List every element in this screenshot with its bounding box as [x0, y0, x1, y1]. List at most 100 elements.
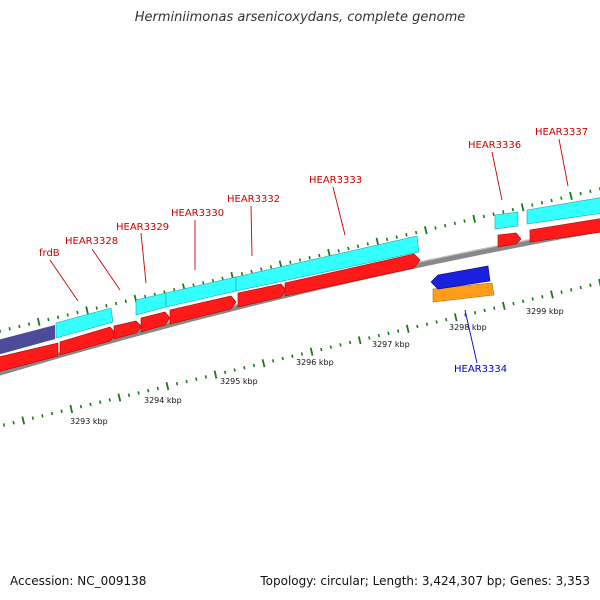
- lower-track-major-tick: [21, 416, 26, 425]
- upper-track-major-tick: [85, 306, 89, 315]
- upper-track-minor-tick: [337, 249, 340, 253]
- lower-track-minor-tick: [387, 331, 390, 336]
- cds-track: [0, 218, 600, 372]
- upper-track-major-tick: [472, 214, 476, 223]
- lower-track-minor-tick: [493, 306, 496, 310]
- gene-label-hear3330: HEAR3330: [171, 208, 224, 219]
- lower-track-minor-tick: [127, 393, 131, 397]
- genome-backbone: [0, 227, 600, 376]
- lower-track-minor-tick: [445, 317, 448, 322]
- cds-hear3336: [497, 232, 522, 248]
- lower-track-minor-tick: [397, 329, 400, 333]
- kbp-label-3297: 3297 kbp: [372, 340, 410, 349]
- feature-hear3337: [526, 197, 600, 225]
- leader-hear3334: [464, 309, 478, 364]
- lower-track-major-tick: [454, 313, 458, 322]
- upper-track-minor-tick: [502, 210, 505, 214]
- feature-hear3334: [432, 282, 495, 303]
- lower-track-minor-tick: [589, 283, 592, 287]
- upper-track-minor-tick: [250, 269, 253, 274]
- gene-label-hear3336: HEAR3336: [468, 140, 521, 151]
- lower-track-minor-tick: [108, 398, 111, 402]
- lower-track-minor-tick: [99, 400, 102, 404]
- upper-track-minor-tick: [531, 203, 534, 207]
- upper-track-minor-tick: [66, 313, 69, 317]
- upper-track-major-tick: [36, 317, 41, 326]
- gene-labels: frdB HEAR3328 HEAR3329 HEAR3330 HEAR3332…: [39, 127, 588, 375]
- upper-track-minor-tick: [240, 272, 244, 276]
- upper-track-minor-tick: [47, 317, 50, 322]
- upper-track-minor-tick: [550, 198, 553, 203]
- lower-track-minor-tick: [348, 340, 352, 345]
- upper-track-minor-tick: [202, 281, 205, 285]
- gene-label-hear3333: HEAR3333: [309, 175, 362, 186]
- lower-track-minor-tick: [521, 299, 525, 304]
- lower-track-minor-tick: [464, 313, 467, 317]
- upper-track-minor-tick: [192, 283, 195, 287]
- lower-track-minor-tick: [435, 320, 438, 324]
- lower-track-minor-tick: [147, 388, 150, 393]
- lower-track-minor-tick: [272, 359, 275, 363]
- lower-track-major-tick: [550, 290, 554, 299]
- upper-track-minor-tick: [318, 253, 321, 258]
- lower-track-minor-tick: [329, 345, 332, 349]
- lower-track-minor-tick: [320, 347, 323, 352]
- lower-track-minor-tick: [175, 382, 179, 386]
- upper-track-minor-tick: [105, 304, 108, 308]
- lower-track-minor-tick: [137, 391, 140, 395]
- upper-track-minor-tick: [395, 235, 398, 239]
- gene-label-hear3337: HEAR3337: [535, 127, 588, 138]
- upper-track-minor-tick: [221, 276, 224, 281]
- lower-track-minor-tick: [204, 375, 207, 379]
- upper-track-minor-tick: [269, 265, 273, 269]
- leader-hear3333: [332, 186, 346, 236]
- lower-track-minor-tick: [377, 333, 381, 338]
- cds-hear3332: [237, 283, 287, 308]
- gene-label-hear3328: HEAR3328: [65, 236, 118, 247]
- upper-track-minor-tick: [579, 191, 582, 196]
- cds-hear3337: [529, 218, 600, 243]
- leader-hear3336: [491, 151, 503, 201]
- upper-track-minor-tick: [463, 219, 466, 223]
- upper-tick-track: [0, 187, 600, 333]
- upper-track-minor-tick: [27, 322, 31, 326]
- lower-track-minor-tick: [579, 285, 582, 290]
- leader-hear3337: [558, 138, 569, 187]
- lower-tick-track: [2, 278, 600, 427]
- gene-label-frdb: frdB: [39, 248, 60, 259]
- upper-track-minor-tick: [560, 196, 563, 200]
- upper-track-minor-tick: [589, 189, 592, 193]
- leader-hear3329: [140, 232, 147, 284]
- kbp-label-3293: 3293 kbp: [70, 417, 108, 426]
- genome-summary-text: Topology: circular; Length: 3,424,307 bp…: [260, 574, 590, 588]
- lower-track-minor-tick: [243, 366, 246, 370]
- lower-track-minor-tick: [233, 368, 236, 372]
- lower-track-minor-tick: [12, 421, 15, 425]
- gene-leader-lines: [49, 138, 569, 364]
- feature-frdb: [55, 307, 114, 339]
- lower-track-minor-tick: [281, 356, 284, 361]
- upper-track-minor-tick: [95, 306, 98, 310]
- lower-track-minor-tick: [483, 308, 486, 313]
- cds-hear3329: [140, 311, 171, 333]
- kbp-label-3294: 3294 kbp: [144, 396, 182, 405]
- lower-track-minor-tick: [60, 409, 63, 413]
- lower-track-major-tick: [261, 359, 266, 368]
- leader-frdb: [49, 259, 79, 302]
- upper-track-minor-tick: [415, 230, 418, 235]
- lower-track-minor-tick: [512, 301, 515, 306]
- upper-track-major-tick: [520, 203, 525, 212]
- lower-track-minor-tick: [185, 379, 188, 384]
- upper-track-minor-tick: [308, 256, 311, 260]
- feature-hear3333: [235, 235, 420, 292]
- lower-track-minor-tick: [416, 324, 419, 329]
- kbp-label-3298: 3298 kbp: [449, 323, 487, 332]
- lower-track-major-tick: [598, 278, 600, 288]
- upper-track-minor-tick: [347, 246, 350, 251]
- lower-track-minor-tick: [531, 297, 534, 301]
- cds-hear3330: [169, 295, 237, 325]
- upper-track-minor-tick: [492, 212, 495, 216]
- feature-hear3329: [135, 292, 167, 316]
- upper-track-minor-tick: [211, 278, 215, 283]
